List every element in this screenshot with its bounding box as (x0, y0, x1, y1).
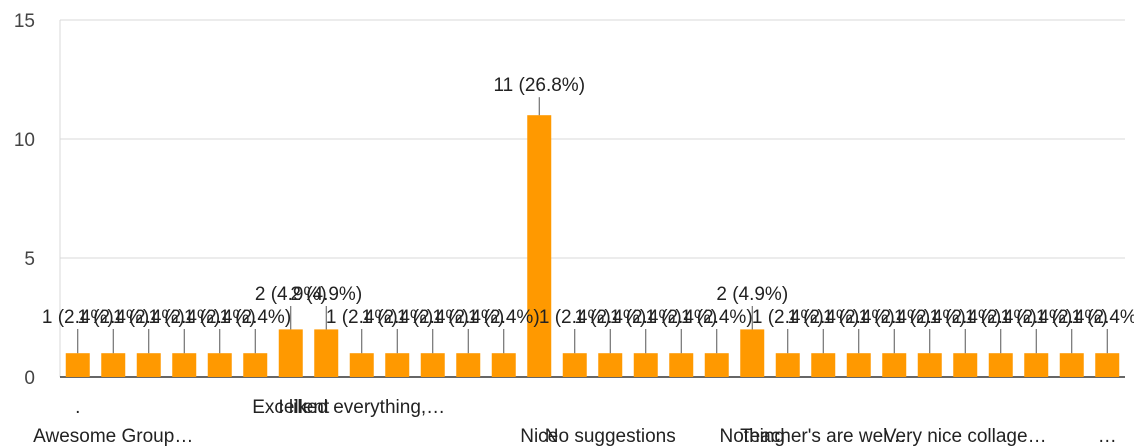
y-axis-ticks: 0 5 10 15 (14, 11, 35, 389)
bar (349, 353, 374, 377)
bar (953, 353, 978, 377)
data-label: 1 (2.4%) (539, 307, 611, 328)
y-tick-label: 5 (24, 249, 35, 270)
x-tick-label: Nice (520, 426, 558, 447)
data-label: 1 (2.4%) (681, 307, 753, 328)
bar (243, 353, 268, 377)
bar (136, 353, 161, 377)
data-label: 1 (2.4%) (645, 307, 717, 328)
bar (207, 353, 232, 377)
data-label: 1 (2.4%) (148, 307, 220, 328)
data-label: 1 (2.4%) (752, 307, 824, 328)
bar (172, 353, 197, 377)
bar (740, 329, 765, 377)
data-label: 1 (2.4%) (397, 307, 469, 328)
bar (456, 353, 481, 377)
x-tick-label: … (1098, 426, 1117, 447)
data-labels: 1 (2.4%)1 (2.4%)1 (2.4%)1 (2.4%)1 (2.4%)… (42, 75, 1134, 354)
gridlines (59, 19, 1125, 378)
data-label: 1 (2.4%) (929, 307, 1001, 328)
x-tick-label: I liked everything,… (278, 397, 445, 418)
bar (278, 329, 303, 377)
x-tick-label: No suggestions (545, 426, 676, 447)
bar (420, 353, 445, 377)
x-tick-label: Nothing (720, 426, 786, 447)
bar (1024, 353, 1049, 377)
data-label: 1 (2.4%) (858, 307, 930, 328)
bar (669, 353, 694, 377)
data-label: 1 (2.4%) (610, 307, 682, 328)
bar (775, 353, 800, 377)
data-label: 2 (4.9%) (255, 284, 327, 305)
bar (491, 353, 516, 377)
bar (917, 353, 942, 377)
data-label: 1 (2.4%) (1036, 307, 1108, 328)
data-label: 1 (2.4%) (787, 307, 859, 328)
bar (704, 353, 729, 377)
data-label: 1 (2.4%) (42, 307, 114, 328)
bar (1059, 353, 1084, 377)
bars (65, 115, 1120, 377)
data-label: 1 (2.4%) (574, 307, 646, 328)
data-label: 1 (2.4%) (965, 307, 1037, 328)
y-tick-label: 10 (14, 130, 35, 151)
data-label: 2 (4.9%) (716, 284, 788, 305)
data-label: 11 (26.8%) (493, 75, 585, 96)
data-label: 1 (2.4%) (77, 307, 149, 328)
bar (811, 353, 836, 377)
bar (314, 329, 339, 377)
bar (562, 353, 587, 377)
data-label: 1 (2.4%) (1071, 307, 1134, 328)
bar (65, 353, 90, 377)
x-tick-label: Excellent (252, 397, 330, 418)
data-label: 1 (2.4%) (113, 307, 185, 328)
bar (846, 353, 871, 377)
x-tick-label: Teacher's are wel… (740, 426, 906, 447)
bar (882, 353, 907, 377)
bar (598, 353, 623, 377)
y-tick-label: 15 (14, 11, 35, 32)
data-label: 1 (2.4%) (1000, 307, 1072, 328)
data-label: 1 (2.4%) (894, 307, 966, 328)
bar (527, 115, 552, 377)
data-label: 1 (2.4%) (432, 307, 504, 328)
data-label: 1 (2.4%) (468, 307, 540, 328)
bar (385, 353, 410, 377)
bar (1095, 353, 1120, 377)
bar (988, 353, 1013, 377)
bar (633, 353, 658, 377)
data-label: 1 (2.4%) (326, 307, 398, 328)
x-tick-label: Awesome Group… (33, 426, 193, 447)
x-tick-label: Very nice collage… (884, 426, 1047, 447)
data-label: 2 (4.9%) (290, 284, 362, 305)
bar (101, 353, 126, 377)
data-label: 1 (2.4%) (184, 307, 256, 328)
data-label: 1 (2.4%) (361, 307, 433, 328)
x-tick-label: . (75, 397, 80, 418)
data-label: 1 (2.4%) (219, 307, 291, 328)
data-label: 1 (2.4%) (823, 307, 895, 328)
y-tick-label: 0 (24, 368, 35, 389)
